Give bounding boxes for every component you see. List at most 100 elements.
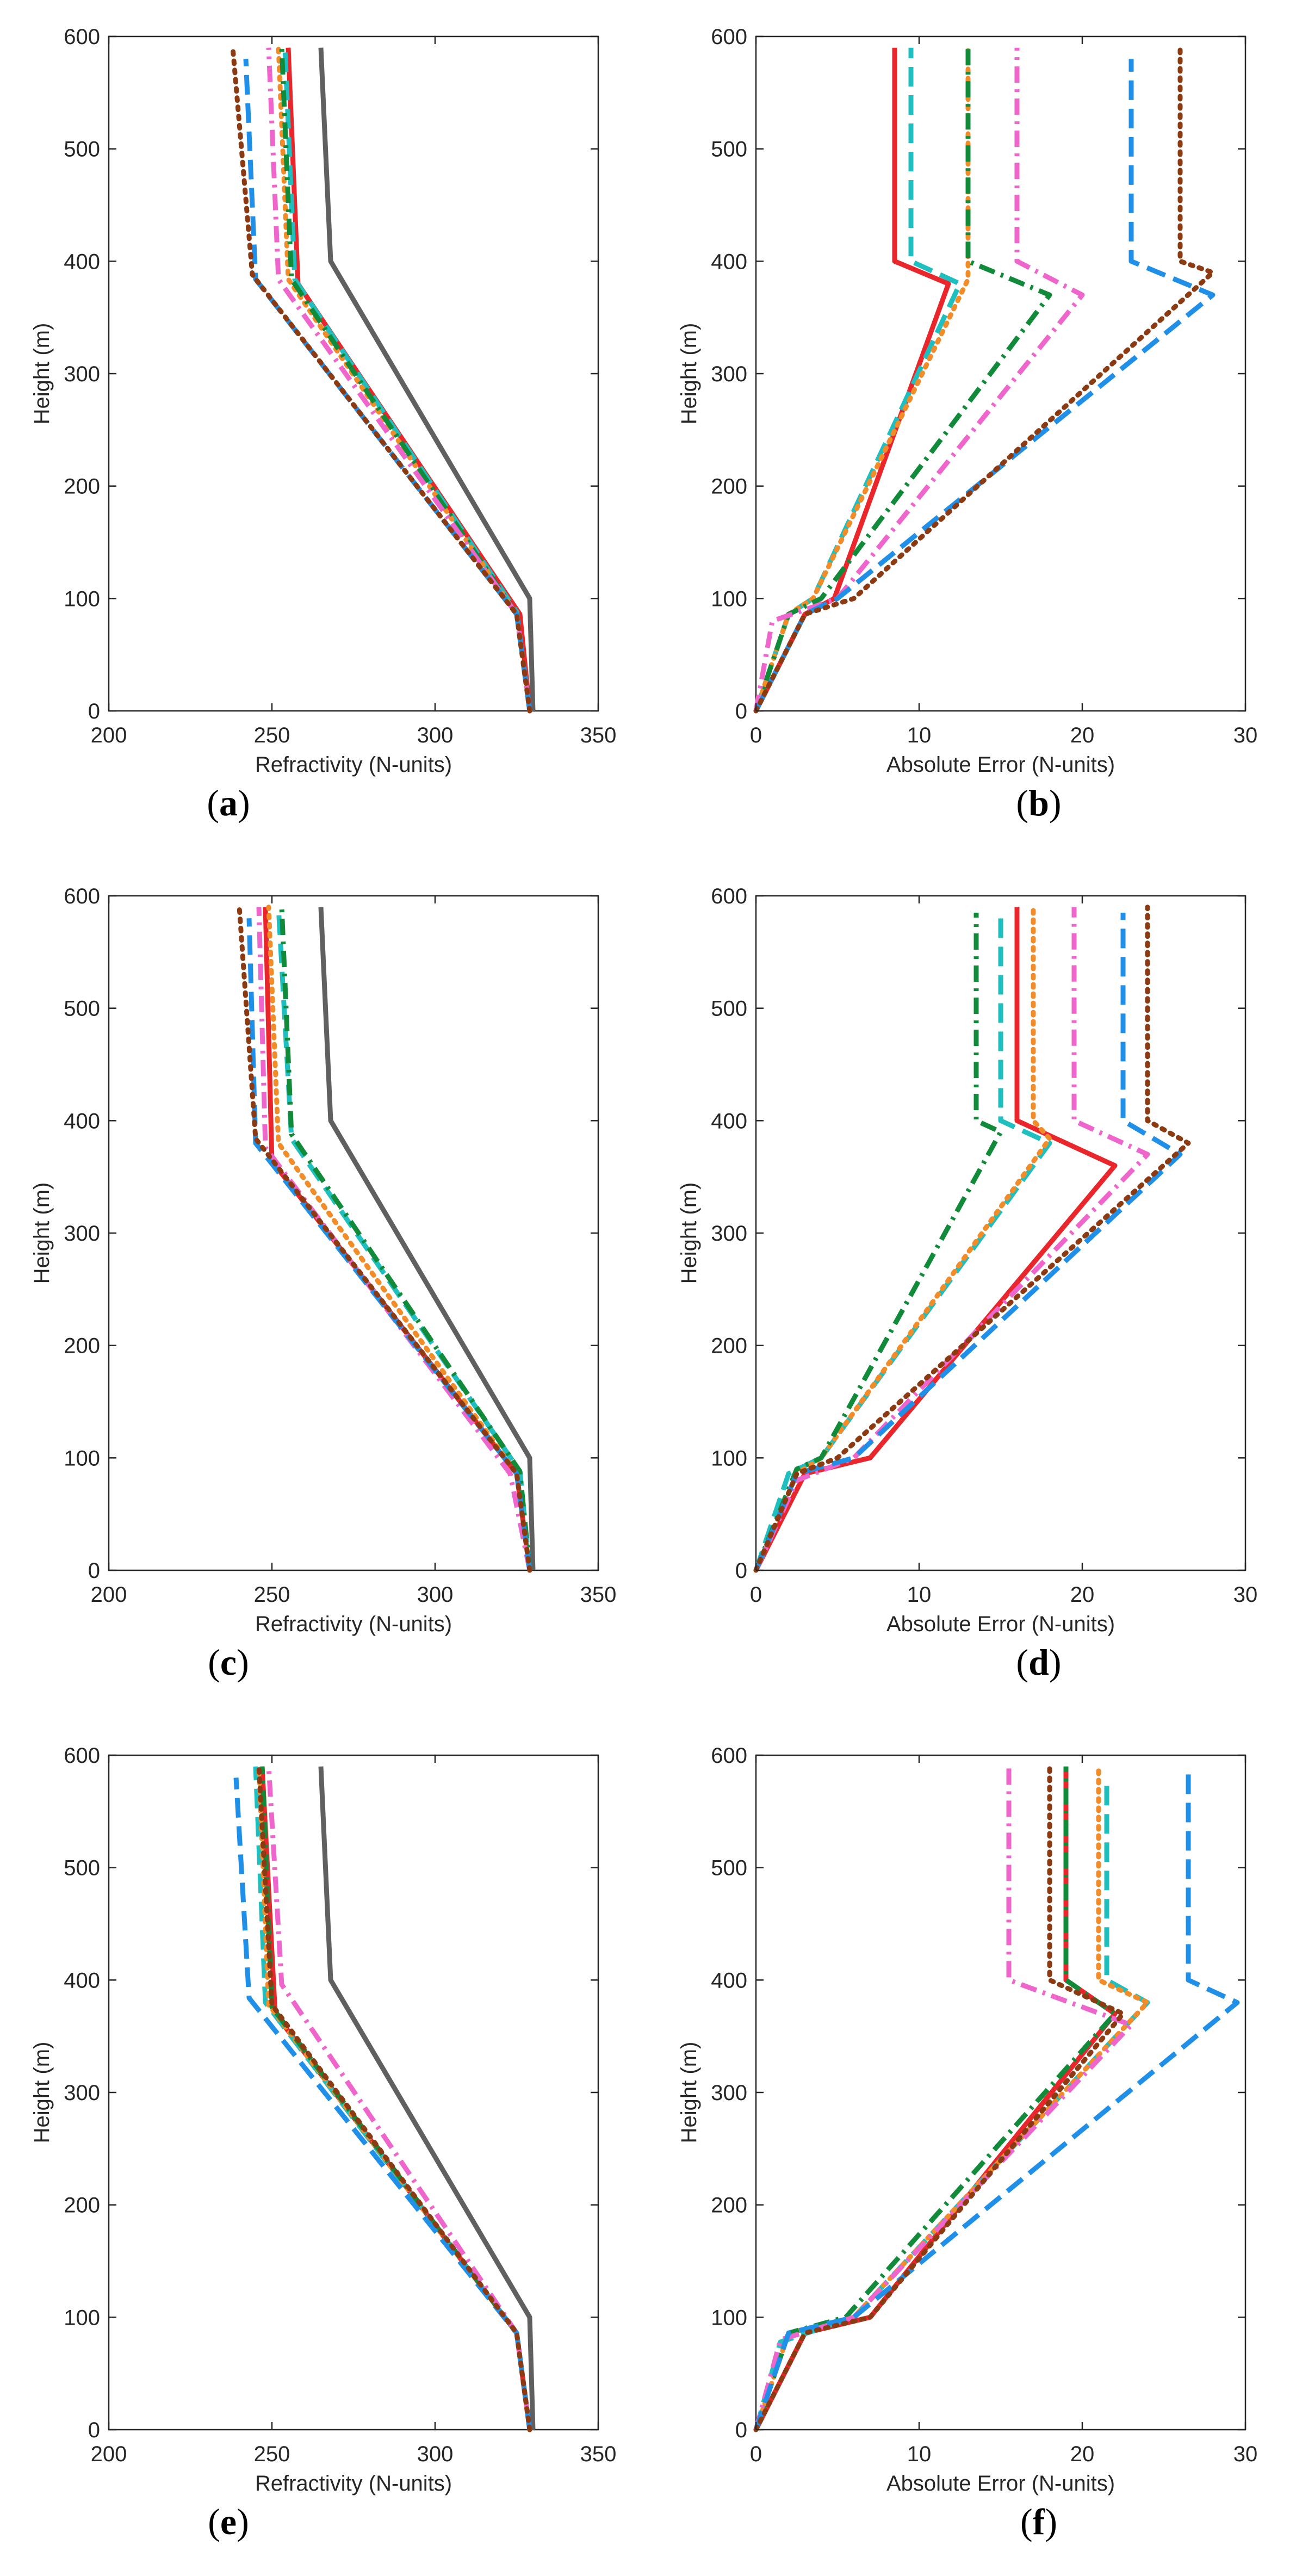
panel-label-d: (d) (1016, 1642, 1061, 1683)
series-line-series-green (259, 1766, 532, 2430)
x-tick-label: 350 (580, 1583, 617, 1607)
y-tick-label: 200 (711, 475, 747, 499)
panel-label-a: (a) (207, 782, 250, 823)
x-tick-label: 0 (750, 2442, 762, 2466)
y-tick-label: 300 (711, 362, 747, 386)
y-tick-label: 600 (64, 25, 100, 49)
y-tick-label: 200 (711, 2194, 747, 2218)
y-tick-label: 500 (64, 1856, 100, 1880)
series-line-series-green (279, 47, 532, 711)
series-line-series-brown (753, 45, 1216, 714)
x-tick-label: 20 (1070, 723, 1095, 747)
y-tick-label: 500 (64, 138, 100, 162)
x-tick-label: 10 (907, 1583, 932, 1607)
panel-label-b: (b) (1016, 782, 1061, 823)
y-axis-label: Height (m) (30, 323, 54, 425)
x-tick-label: 350 (580, 2442, 617, 2466)
series-line-series-blue (243, 59, 532, 711)
y-axis-label: Height (m) (677, 1182, 701, 1284)
y-tick-label: 200 (64, 475, 100, 499)
y-tick-label: 500 (711, 997, 747, 1021)
x-tick-label: 200 (91, 1583, 127, 1607)
y-tick-label: 400 (711, 250, 747, 274)
x-tick-label: 200 (91, 2442, 127, 2466)
y-tick-label: 100 (64, 587, 100, 611)
series-line-series-green (279, 907, 532, 1571)
x-tick-label: 300 (417, 2442, 454, 2466)
x-axis-label: Absolute Error (N-units) (886, 1612, 1115, 1636)
x-tick-label: 0 (750, 723, 762, 747)
series-line-series-blue (246, 918, 532, 1571)
series-line-series-blue (753, 1766, 1240, 2431)
y-tick-label: 0 (735, 2418, 747, 2442)
series-line-series-pink (753, 1766, 1134, 2431)
y-tick-label: 600 (64, 1744, 100, 1768)
series-line-series-brown (237, 905, 532, 1573)
series-line-reference (318, 907, 536, 1571)
y-tick-label: 0 (88, 699, 100, 723)
x-tick-label: 350 (580, 723, 617, 747)
series-line-series-pink (753, 47, 1085, 711)
panel-letter: b (1028, 782, 1049, 823)
panel-label-f: (f) (1020, 2501, 1057, 2542)
y-tick-label: 600 (64, 884, 100, 908)
series-line-reference (318, 47, 536, 711)
x-tick-label: 0 (750, 1583, 762, 1607)
plot-area (108, 895, 599, 1571)
series-line-series-green (753, 913, 1003, 1571)
y-tick-label: 200 (64, 1334, 100, 1358)
y-tick-label: 500 (711, 138, 747, 162)
y-tick-label: 300 (64, 2081, 100, 2105)
series-group (753, 905, 1191, 1573)
series-line-series-cyan (253, 1766, 532, 2430)
series-group (233, 1764, 536, 2432)
y-tick-label: 500 (64, 997, 100, 1021)
series-line-series-green (753, 47, 1052, 712)
y-tick-label: 0 (88, 1559, 100, 1583)
chart-panel-a: 200 250 300 350 0 100 200 300 400 500 600 Refractiv… (30, 25, 616, 823)
x-tick-label: 250 (254, 723, 290, 747)
series-line-reference (318, 1766, 536, 2430)
y-tick-label: 600 (711, 1744, 747, 1768)
x-tick-label: 30 (1233, 2442, 1258, 2466)
y-tick-label: 400 (711, 1968, 747, 1992)
x-tick-label: 300 (417, 1583, 454, 1607)
y-tick-label: 0 (88, 2418, 100, 2442)
chart-panel-c: 200 250 300 350 0 100 200 300 400 500 600 Refractiv… (30, 884, 616, 1683)
panel-letter: c (220, 1642, 237, 1683)
y-tick-label: 300 (711, 1222, 747, 1246)
y-tick-label: 400 (64, 1968, 100, 1992)
series-line-series-brown (256, 1764, 532, 2432)
panel-letter: d (1028, 1642, 1049, 1683)
x-tick-label: 200 (91, 723, 127, 747)
y-tick-label: 100 (711, 2306, 747, 2330)
chart-panel-e: 200 250 300 350 0 100 200 300 400 500 600 Refractiv… (30, 1744, 616, 2542)
panel-letter: e (220, 2501, 237, 2542)
series-group (753, 1764, 1240, 2432)
x-tick-label: 30 (1233, 1583, 1258, 1607)
y-tick-label: 500 (711, 1856, 747, 1880)
series-line-series-brown (230, 45, 532, 714)
y-tick-label: 200 (711, 1334, 747, 1358)
y-tick-label: 100 (64, 1446, 100, 1470)
series-line-series-brown (753, 905, 1191, 1573)
x-tick-label: 20 (1070, 1583, 1095, 1607)
y-tick-label: 0 (735, 1559, 747, 1583)
panel-label-c: (c) (208, 1642, 249, 1683)
x-tick-label: 20 (1070, 2442, 1095, 2466)
y-tick-label: 300 (711, 2081, 747, 2105)
y-tick-label: 100 (711, 1446, 747, 1470)
panel-letter: a (219, 782, 238, 823)
series-line-series-brown (753, 1764, 1126, 2432)
x-tick-label: 250 (254, 1583, 290, 1607)
series-line-series-pink (753, 907, 1150, 1571)
panel-label-e: (e) (208, 2501, 249, 2542)
x-axis-label: Absolute Error (N-units) (886, 753, 1115, 777)
y-tick-label: 600 (711, 25, 747, 49)
series-group (753, 45, 1216, 714)
series-line-series-green (753, 1766, 1118, 2431)
x-tick-label: 10 (907, 723, 932, 747)
